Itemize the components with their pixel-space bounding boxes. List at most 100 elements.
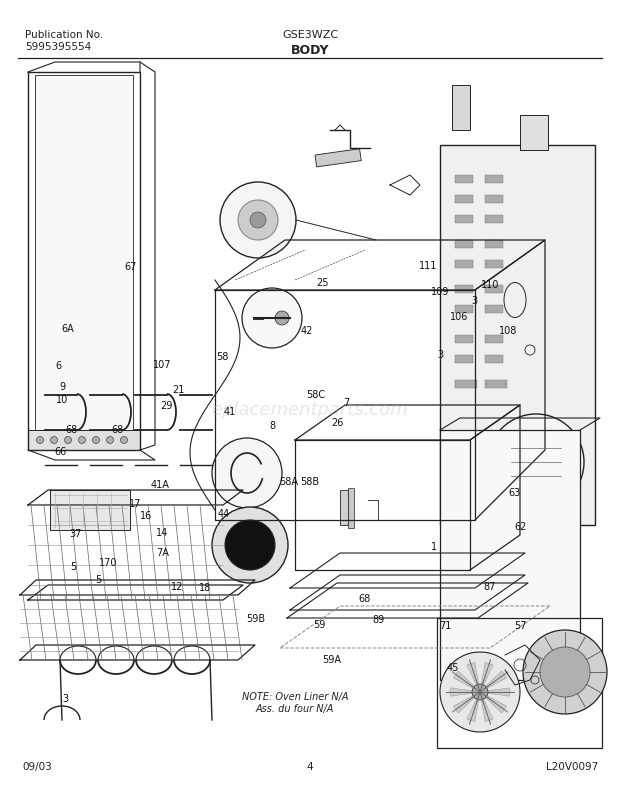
- Text: 5: 5: [95, 575, 101, 584]
- Text: 37: 37: [69, 530, 82, 539]
- Circle shape: [242, 288, 302, 348]
- Bar: [28, 430, 140, 450]
- Text: 26: 26: [332, 418, 344, 427]
- Circle shape: [64, 436, 71, 443]
- Wedge shape: [453, 671, 480, 692]
- Bar: [455, 305, 473, 313]
- Text: 68: 68: [65, 425, 78, 435]
- Bar: [485, 215, 503, 223]
- Circle shape: [250, 212, 266, 228]
- Circle shape: [37, 436, 43, 443]
- Bar: [452, 85, 470, 130]
- Bar: [455, 195, 473, 203]
- Text: 57: 57: [515, 622, 527, 631]
- Text: 170: 170: [99, 558, 118, 568]
- Text: L20V0097: L20V0097: [546, 762, 598, 772]
- Text: 58B: 58B: [301, 477, 319, 487]
- Text: 4: 4: [307, 762, 313, 772]
- Text: 58C: 58C: [307, 390, 326, 400]
- Bar: [455, 355, 473, 363]
- Bar: [485, 195, 503, 203]
- Circle shape: [50, 436, 58, 443]
- Text: NOTE: Oven Liner N/A: NOTE: Oven Liner N/A: [242, 692, 348, 702]
- Text: 5995395554: 5995395554: [25, 42, 91, 52]
- Wedge shape: [480, 692, 507, 713]
- Text: 3: 3: [62, 695, 68, 704]
- Text: 59A: 59A: [322, 655, 341, 665]
- Bar: [35, 75, 133, 440]
- Bar: [485, 240, 503, 248]
- Text: 108: 108: [499, 327, 518, 336]
- Bar: [348, 488, 354, 528]
- Circle shape: [120, 436, 128, 443]
- Text: 44: 44: [217, 509, 229, 519]
- Circle shape: [225, 520, 275, 570]
- Circle shape: [220, 182, 296, 258]
- Text: GSE3WZC: GSE3WZC: [282, 30, 338, 40]
- Text: 58A: 58A: [279, 477, 298, 487]
- Text: 29: 29: [160, 401, 172, 411]
- Text: 9: 9: [59, 382, 65, 392]
- Circle shape: [488, 414, 584, 510]
- Wedge shape: [450, 688, 480, 696]
- Bar: [455, 175, 473, 183]
- Text: Publication No.: Publication No.: [25, 30, 104, 40]
- Text: 3: 3: [471, 297, 477, 306]
- Circle shape: [472, 684, 488, 700]
- Text: 68: 68: [112, 425, 124, 435]
- Text: 67: 67: [124, 262, 136, 272]
- Text: 5: 5: [70, 562, 76, 572]
- Text: 66: 66: [55, 447, 67, 457]
- Bar: [485, 285, 503, 293]
- Text: 7A: 7A: [156, 548, 169, 557]
- Text: 1: 1: [431, 542, 437, 552]
- Text: 87: 87: [484, 582, 496, 592]
- Wedge shape: [480, 688, 510, 696]
- Text: 14: 14: [156, 528, 169, 538]
- Text: 6A: 6A: [62, 324, 74, 334]
- Text: 41A: 41A: [151, 481, 169, 490]
- Circle shape: [79, 436, 86, 443]
- Circle shape: [238, 200, 278, 240]
- Circle shape: [523, 630, 607, 714]
- Wedge shape: [467, 692, 480, 722]
- Text: 45: 45: [446, 663, 459, 672]
- Text: eplacementparts.com: eplacementparts.com: [211, 401, 409, 419]
- Bar: [455, 260, 473, 268]
- Text: 68: 68: [358, 594, 371, 603]
- Bar: [455, 215, 473, 223]
- Bar: [315, 149, 361, 167]
- Wedge shape: [480, 671, 507, 692]
- Circle shape: [107, 436, 113, 443]
- Text: 21: 21: [172, 385, 185, 395]
- Wedge shape: [467, 662, 480, 692]
- Text: 59B: 59B: [246, 614, 265, 623]
- Wedge shape: [480, 662, 493, 692]
- Circle shape: [540, 647, 590, 697]
- Bar: [485, 335, 503, 343]
- Text: 89: 89: [372, 615, 384, 625]
- Circle shape: [275, 311, 289, 325]
- Text: 3: 3: [437, 351, 443, 360]
- Text: BODY: BODY: [291, 44, 329, 57]
- Text: 8: 8: [270, 421, 276, 431]
- Wedge shape: [453, 692, 480, 713]
- Text: 111: 111: [418, 261, 437, 270]
- Bar: [485, 260, 503, 268]
- Bar: [516, 440, 556, 484]
- Text: 42: 42: [301, 327, 313, 336]
- Text: 18: 18: [198, 584, 211, 593]
- Circle shape: [440, 652, 520, 732]
- Bar: [437, 618, 602, 748]
- Bar: [455, 335, 473, 343]
- Text: 09/03: 09/03: [22, 762, 51, 772]
- Text: 16: 16: [140, 511, 153, 521]
- Text: 110: 110: [480, 281, 499, 290]
- Text: 62: 62: [515, 523, 527, 532]
- Text: 41: 41: [223, 408, 236, 417]
- Bar: [485, 380, 507, 388]
- Bar: [526, 447, 546, 459]
- Bar: [440, 430, 580, 680]
- Bar: [50, 490, 130, 530]
- Text: 59: 59: [313, 620, 326, 630]
